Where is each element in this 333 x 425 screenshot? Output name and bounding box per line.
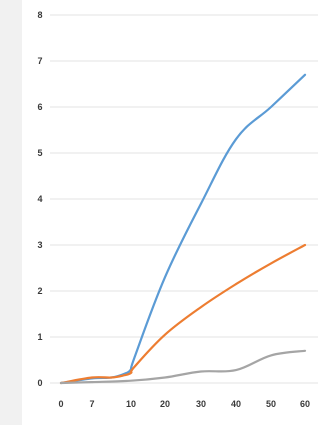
y-tick-label: 2 — [37, 286, 42, 296]
series-lines — [59, 73, 307, 385]
series-line-2 — [59, 243, 307, 385]
y-axis-ticks: 0 1 2 3 4 5 6 7 8 — [37, 10, 42, 388]
y-tick-label: 4 — [37, 194, 42, 204]
y-tick-label: 5 — [37, 148, 42, 158]
y-tick-label: 1 — [37, 332, 42, 342]
x-tick-label: 10 — [126, 399, 136, 409]
y-tick-label: 3 — [37, 240, 42, 250]
x-tick-label: 60 — [300, 399, 310, 409]
x-tick-label: 50 — [266, 399, 276, 409]
left-margin-strip — [0, 0, 22, 425]
y-tick-label: 0 — [37, 378, 42, 388]
gridlines — [50, 14, 318, 384]
x-tick-label: 20 — [160, 399, 170, 409]
y-tick-label: 6 — [37, 102, 42, 112]
x-tick-label: 7 — [89, 399, 94, 409]
series-line-3 — [59, 349, 307, 385]
x-tick-label: 40 — [231, 399, 241, 409]
x-tick-label: 30 — [196, 399, 206, 409]
x-tick-label: 0 — [58, 399, 63, 409]
y-tick-label: 8 — [37, 10, 42, 20]
x-axis-ticks: 0 7 10 20 30 40 50 60 — [58, 399, 310, 409]
y-tick-label: 7 — [37, 56, 42, 66]
